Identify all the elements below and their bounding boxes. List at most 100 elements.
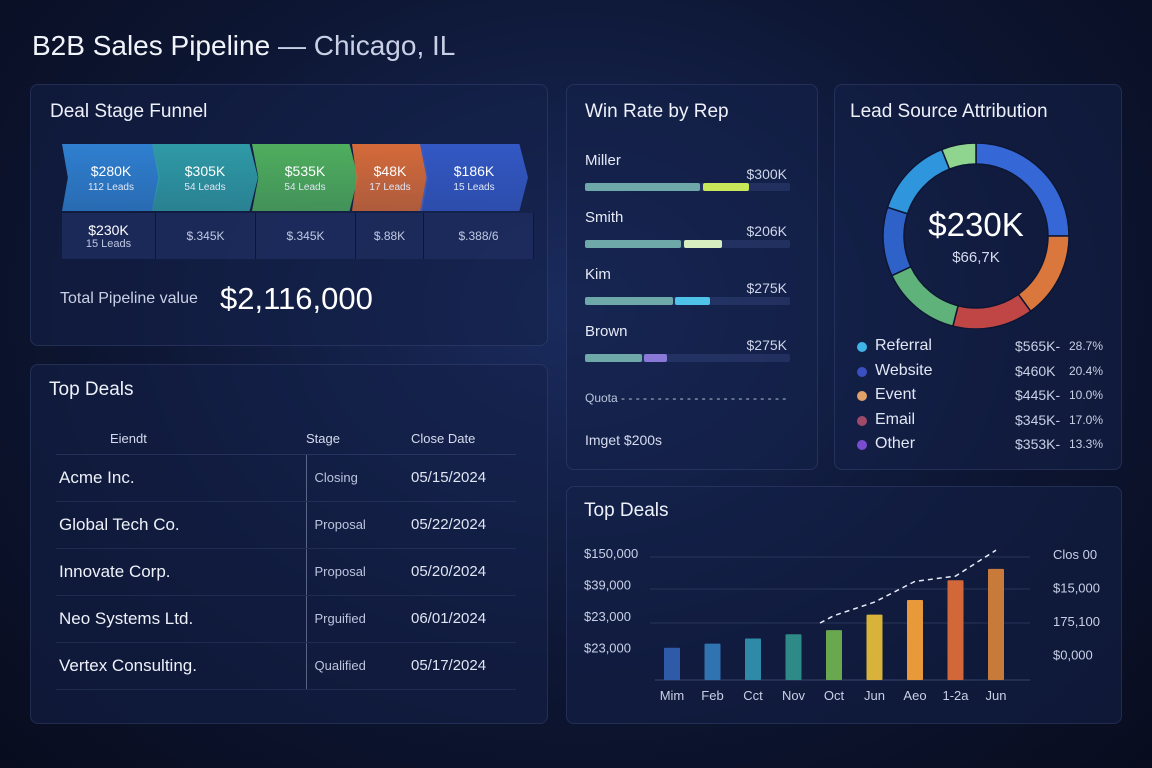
rep-amount: $206K (746, 223, 787, 239)
bar[interactable] (664, 647, 680, 680)
rep-amount: $275K (746, 280, 787, 296)
funnel-stage[interactable]: $48K 17 Leads (352, 144, 428, 211)
x-tick-label: Jun (864, 688, 885, 703)
total-pipeline-label: Total Pipeline value (60, 290, 198, 307)
stage-leads: 17 Leads (369, 181, 411, 193)
deals-chart-title: Top Deals (584, 500, 669, 521)
funnel-substage: $230K 15 Leads (62, 213, 156, 259)
quota-label: Quota (585, 391, 618, 405)
table-row[interactable]: Vertex Consulting. Qualified 05/17/2024 (56, 642, 516, 690)
legend-pct: 17.0% (1069, 412, 1104, 427)
donut-segment[interactable] (1017, 235, 1070, 313)
bar[interactable] (785, 634, 802, 680)
bar[interactable] (745, 638, 761, 680)
legend-pct: 20.4% (1069, 363, 1104, 378)
rep-name: Kim (585, 266, 611, 283)
x-tick-label: 1-2a (942, 688, 969, 703)
x-tick-label: Oct (824, 688, 845, 703)
stage-value: $305K (184, 162, 226, 179)
rep-name: Miller (585, 152, 621, 169)
rep-name: Brown (585, 323, 628, 340)
right-tick-label: Clos 00 (1053, 547, 1097, 562)
quota-line: Quota - - - - - - - - - - - - - - - - - … (585, 391, 790, 405)
bar[interactable] (988, 568, 1004, 680)
rep-row: Brown $275K (585, 323, 790, 368)
location-text: — Chicago, IL (277, 30, 456, 61)
legend-value: $565K- (1015, 338, 1061, 354)
substage-value: $230K (88, 222, 129, 238)
right-tick-label: 175,100 (1053, 614, 1100, 629)
table-row[interactable]: Neo Systems Ltd. Prguified 06/01/2024 (56, 595, 516, 643)
left-tick-label: $23,000 (584, 641, 631, 656)
x-tick-label: Jun (986, 688, 1007, 703)
substage-leads: 15 Leads (85, 238, 132, 250)
col-close-date: Close Date (411, 424, 516, 455)
x-tick-label: Feb (701, 688, 723, 703)
donut-segment[interactable] (940, 143, 977, 171)
funnel-substage: $.88K (356, 213, 424, 259)
deal-client: Global Tech Co. (56, 501, 306, 549)
left-tick-label: $23,000 (584, 609, 631, 624)
legend-pct: 10.0% (1069, 388, 1104, 402)
donut-segment[interactable] (951, 293, 1032, 329)
stage-leads: 54 Leads (284, 181, 326, 193)
x-tick-label: Aeo (903, 688, 926, 703)
bar[interactable] (704, 643, 721, 680)
bar[interactable] (866, 614, 883, 680)
rep-row: Miller $300K (585, 152, 790, 197)
rep-name: Smith (585, 209, 624, 226)
left-tick-label: $150,000 (584, 546, 638, 561)
total-pipeline-value: $2,116,000 (220, 281, 373, 316)
rep-bar-fill (585, 297, 673, 305)
legend-item: Email $345K- 17.0% (857, 411, 1107, 435)
legend-dot-icon (857, 342, 867, 352)
rep-bar-track (585, 240, 790, 248)
deal-close-date: 05/15/2024 (411, 454, 516, 502)
deal-close-date: 05/17/2024 (411, 642, 516, 690)
legend-value: $445K- (1015, 387, 1061, 403)
substage-value: $.345K (186, 229, 225, 243)
funnel-stage[interactable]: $305K 54 Leads (152, 144, 258, 211)
legend-item: Other $353K- 13.3% (857, 435, 1107, 459)
bar[interactable] (826, 630, 842, 680)
right-tick-label: $15,000 (1053, 581, 1100, 596)
deal-stage: Qualified (305, 642, 411, 690)
deal-close-date: 05/22/2024 (411, 501, 516, 549)
rep-amount: $275K (746, 337, 787, 353)
funnel-title: Deal Stage Funnel (50, 101, 208, 122)
legend-dot-icon (857, 366, 867, 377)
donut-segment[interactable] (886, 148, 951, 215)
rep-row: Smith $206K (585, 209, 790, 254)
deals-bar-chart: $150,000 $39,000 $23,000 $23,000 Clos 00 $15,… (584, 546, 1100, 703)
trend-line (819, 549, 997, 624)
lead-source-donut (882, 143, 1070, 329)
deal-stage: Proposal (305, 548, 411, 596)
top-deals-title: Top Deals (49, 379, 134, 400)
table-row[interactable]: Innovate Corp. Proposal 05/20/2024 (56, 548, 516, 596)
substage-value: $.388/6 (458, 229, 499, 243)
legend-name: Event (875, 386, 916, 403)
stage-leads: 54 Leads (184, 181, 226, 193)
lead-source-title: Lead Source Attribution (850, 101, 1048, 122)
bar[interactable] (947, 580, 964, 680)
bar[interactable] (907, 600, 923, 680)
page-title: B2B Sales Pipeline — Chicago, IL (32, 30, 455, 62)
substage-value: $.345K (286, 229, 325, 243)
deal-close-date: 06/01/2024 (411, 595, 516, 643)
funnel-stage[interactable]: $535K 54 Leads (252, 144, 358, 211)
donut-segment[interactable] (890, 265, 960, 327)
table-row[interactable]: Global Tech Co. Proposal 05/22/2024 (56, 501, 516, 549)
deal-close-date: 05/20/2024 (411, 548, 516, 596)
table-row[interactable]: Acme Inc. Closing 05/15/2024 (56, 454, 516, 502)
funnel-stage[interactable]: $186K 15 Leads (420, 144, 528, 211)
legend-name: Website (875, 361, 933, 379)
legend-name: Other (875, 435, 916, 452)
rep-row: Kim $275K (585, 266, 790, 311)
rep-bar-track (585, 354, 790, 362)
title-text: B2B Sales Pipeline (32, 30, 271, 61)
right-tick-label: $0,000 (1053, 648, 1093, 663)
legend-value: $460K (1015, 362, 1056, 379)
funnel-stage[interactable]: $280K 112 Leads (62, 144, 160, 211)
legend-name: Email (875, 410, 916, 428)
stage-value: $48K (373, 162, 407, 179)
